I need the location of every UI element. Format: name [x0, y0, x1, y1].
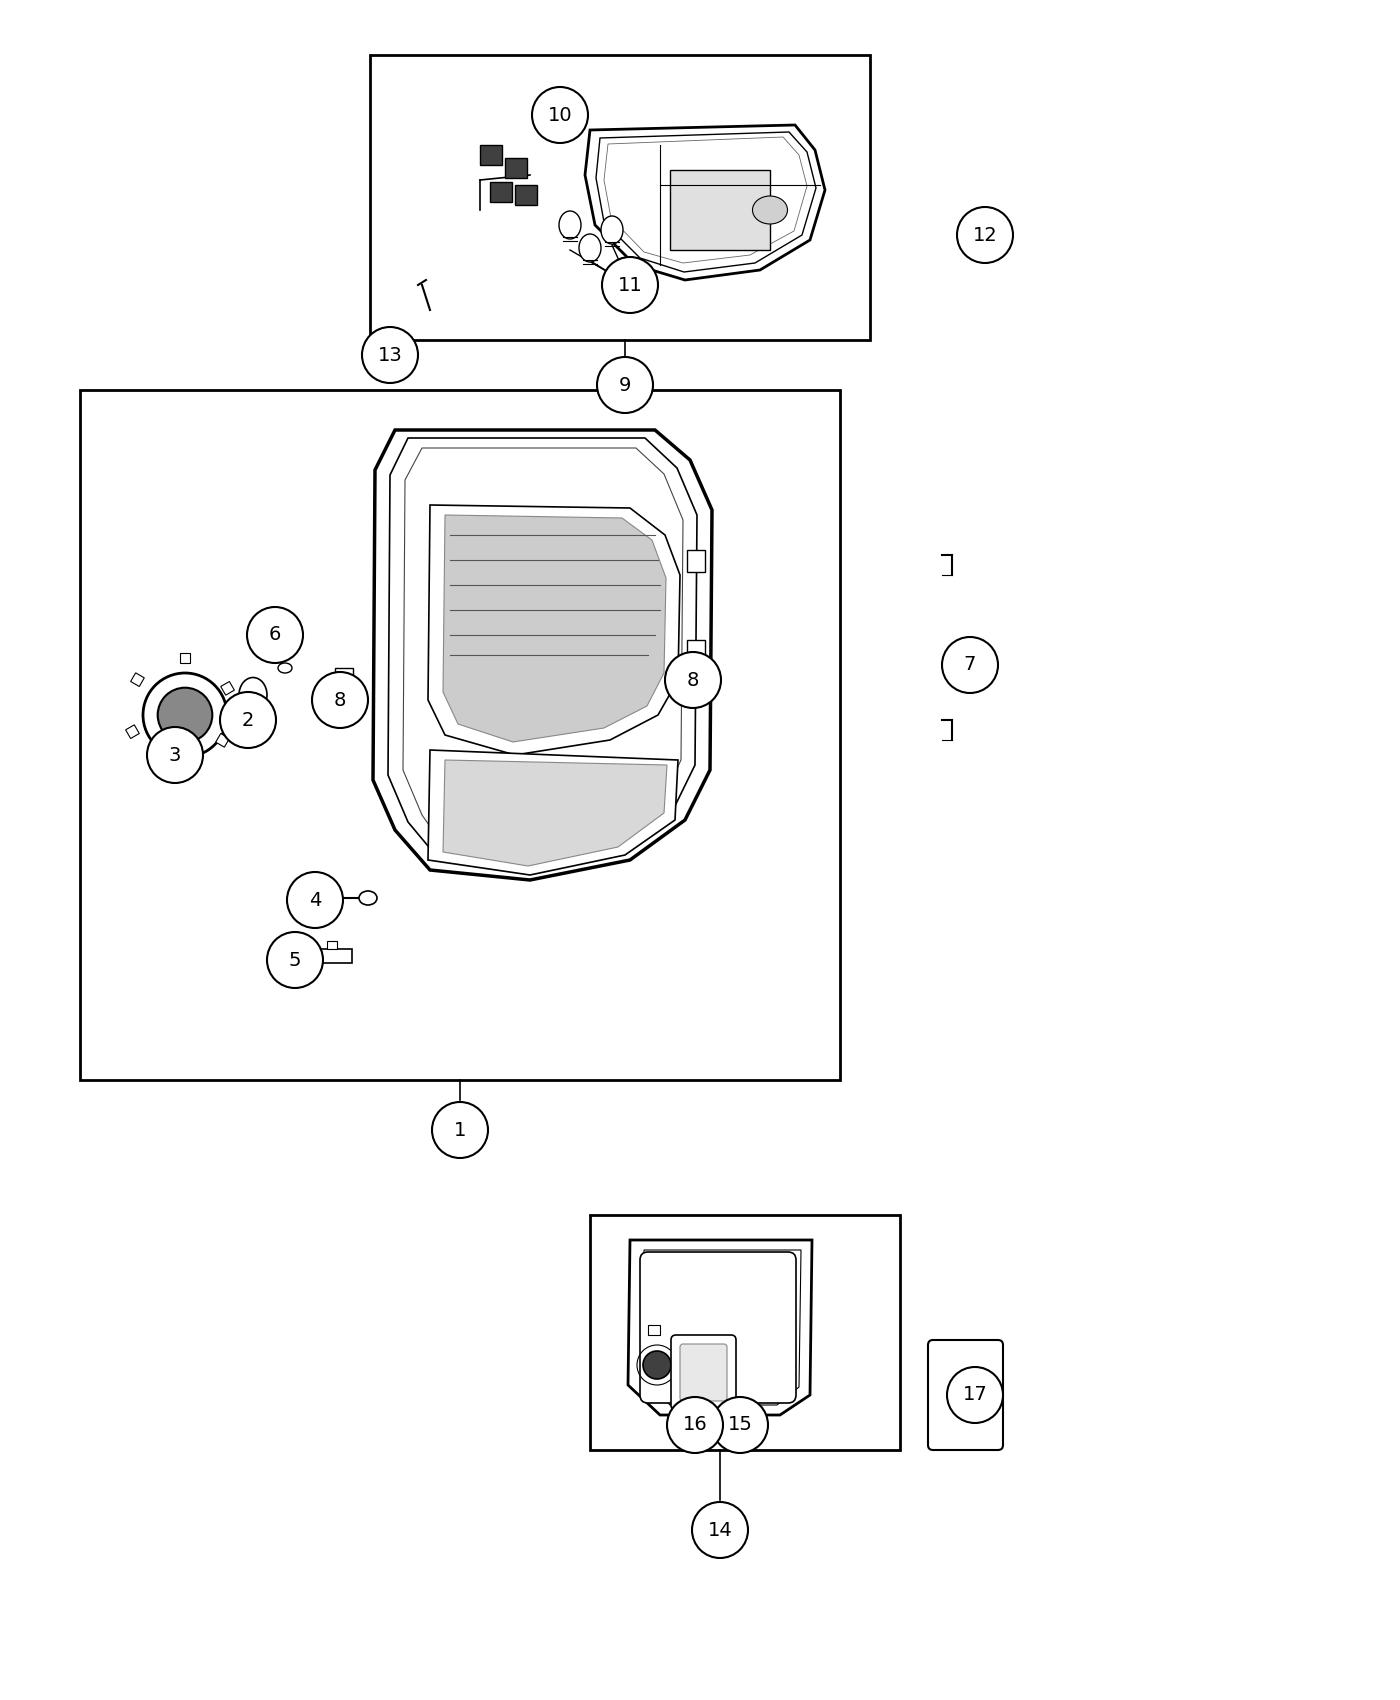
Bar [687, 551, 706, 571]
Circle shape [246, 607, 302, 663]
Text: 15: 15 [728, 1416, 752, 1435]
Text: 10: 10 [547, 105, 573, 124]
Polygon shape [585, 126, 825, 280]
Ellipse shape [580, 235, 601, 262]
Bar [130, 673, 144, 687]
Bar [687, 639, 706, 661]
Circle shape [267, 932, 323, 988]
Polygon shape [388, 439, 697, 869]
FancyBboxPatch shape [671, 1334, 736, 1409]
Bar [216, 733, 230, 748]
Bar [169, 756, 181, 767]
Bar [490, 182, 512, 202]
Bar [126, 724, 139, 738]
Bar [589, 1216, 900, 1450]
Circle shape [602, 257, 658, 313]
FancyBboxPatch shape [928, 1340, 1002, 1450]
Circle shape [342, 704, 357, 721]
Circle shape [958, 207, 1014, 264]
Bar [515, 185, 538, 206]
Polygon shape [629, 1239, 812, 1414]
Text: 16: 16 [683, 1416, 707, 1435]
FancyBboxPatch shape [680, 1345, 727, 1401]
Circle shape [220, 692, 276, 748]
Text: 14: 14 [707, 1520, 732, 1540]
Text: 6: 6 [269, 626, 281, 644]
Circle shape [665, 653, 721, 707]
Ellipse shape [601, 216, 623, 245]
Circle shape [272, 627, 288, 643]
Circle shape [287, 872, 343, 928]
Circle shape [692, 1503, 748, 1557]
FancyBboxPatch shape [640, 1251, 797, 1402]
Circle shape [266, 620, 294, 649]
Text: 9: 9 [619, 376, 631, 394]
Polygon shape [643, 1250, 801, 1404]
Text: 4: 4 [309, 891, 321, 910]
Bar [328, 942, 337, 949]
Text: 1: 1 [454, 1120, 466, 1139]
Polygon shape [403, 449, 683, 857]
Bar [505, 158, 526, 178]
Circle shape [433, 1102, 489, 1158]
Circle shape [946, 1367, 1002, 1423]
Text: 8: 8 [333, 690, 346, 709]
Bar [335, 668, 353, 690]
Polygon shape [442, 760, 666, 865]
Circle shape [147, 728, 203, 784]
Polygon shape [372, 430, 713, 881]
Text: 11: 11 [617, 275, 643, 294]
Bar [181, 653, 190, 663]
Ellipse shape [559, 211, 581, 240]
Circle shape [643, 1352, 671, 1379]
Circle shape [312, 672, 368, 728]
Polygon shape [596, 133, 816, 272]
Ellipse shape [279, 663, 293, 673]
Polygon shape [428, 505, 680, 755]
Text: 7: 7 [963, 656, 976, 675]
Bar [480, 144, 503, 165]
Text: 12: 12 [973, 226, 997, 245]
Circle shape [363, 326, 419, 383]
Bar [321, 949, 351, 962]
Text: 17: 17 [963, 1386, 987, 1404]
Text: 13: 13 [378, 345, 402, 364]
Bar [671, 170, 770, 250]
Circle shape [596, 357, 652, 413]
Circle shape [666, 1397, 722, 1454]
Polygon shape [442, 515, 666, 741]
Circle shape [532, 87, 588, 143]
Circle shape [942, 638, 998, 694]
Polygon shape [603, 138, 806, 264]
Bar [80, 389, 840, 1080]
Text: 8: 8 [687, 670, 699, 690]
Bar [221, 682, 234, 695]
Ellipse shape [358, 891, 377, 904]
Circle shape [713, 1397, 769, 1454]
Text: 5: 5 [288, 950, 301, 969]
Polygon shape [428, 750, 678, 876]
Circle shape [143, 673, 227, 756]
Bar [648, 1324, 659, 1334]
Ellipse shape [753, 196, 787, 224]
Text: 3: 3 [169, 746, 181, 765]
Circle shape [158, 688, 213, 743]
Bar [370, 54, 869, 340]
Text: 2: 2 [242, 711, 255, 729]
Ellipse shape [239, 678, 267, 712]
